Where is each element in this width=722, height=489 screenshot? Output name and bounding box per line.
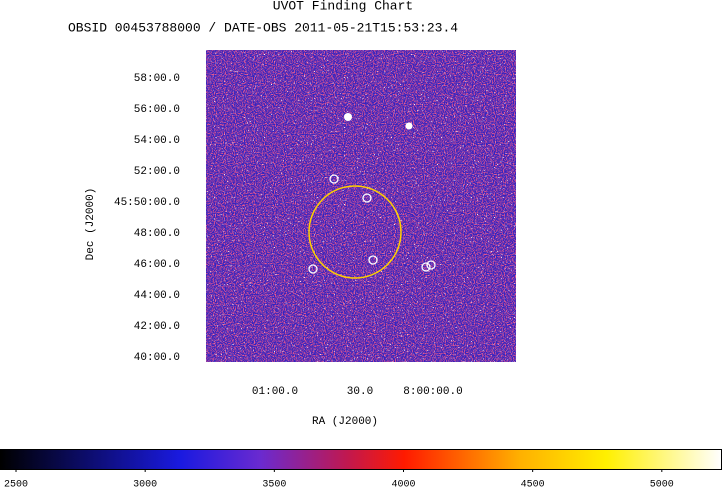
ra-tick-label: 8:00:00.0 bbox=[403, 386, 462, 398]
colorbar-tick-label: 4500 bbox=[521, 480, 545, 489]
dec-tick-label: 58:00.0 bbox=[134, 73, 180, 85]
colorbar-tick-label: 3000 bbox=[133, 480, 157, 489]
dec-tick-label: 45:50:00.0 bbox=[114, 197, 180, 209]
dec-tick-label: 54:00.0 bbox=[134, 135, 180, 147]
ra-tick-label: 30.0 bbox=[347, 386, 373, 398]
dec-tick-label: 52:00.0 bbox=[134, 166, 180, 178]
dec-tick-label: 40:00.0 bbox=[134, 352, 180, 364]
ra-axis-label: RA (J2000) bbox=[312, 416, 378, 428]
ra-tick-label: 01:00.0 bbox=[252, 386, 298, 398]
dec-tick-label: 46:00.0 bbox=[134, 259, 180, 271]
title: UVOT Finding Chart bbox=[273, 0, 413, 13]
dec-axis-label: Dec (J2000) bbox=[85, 188, 97, 261]
colorbar-tick-label: 4000 bbox=[391, 480, 415, 489]
dec-tick-label: 42:00.0 bbox=[134, 321, 180, 333]
colorbar-tick-label: 3500 bbox=[262, 480, 286, 489]
colorbar-tick-label: 5000 bbox=[650, 480, 674, 489]
colorbar-tick-label: 2500 bbox=[4, 480, 28, 489]
sky-image bbox=[206, 50, 516, 362]
dec-tick-label: 48:00.0 bbox=[134, 228, 180, 240]
subtitle: OBSID 00453788000 / DATE-OBS 2011-05-21T… bbox=[68, 20, 458, 35]
dec-tick-label: 44:00.0 bbox=[134, 290, 180, 302]
colorbar bbox=[0, 449, 722, 470]
dec-tick-label: 56:00.0 bbox=[134, 104, 180, 116]
